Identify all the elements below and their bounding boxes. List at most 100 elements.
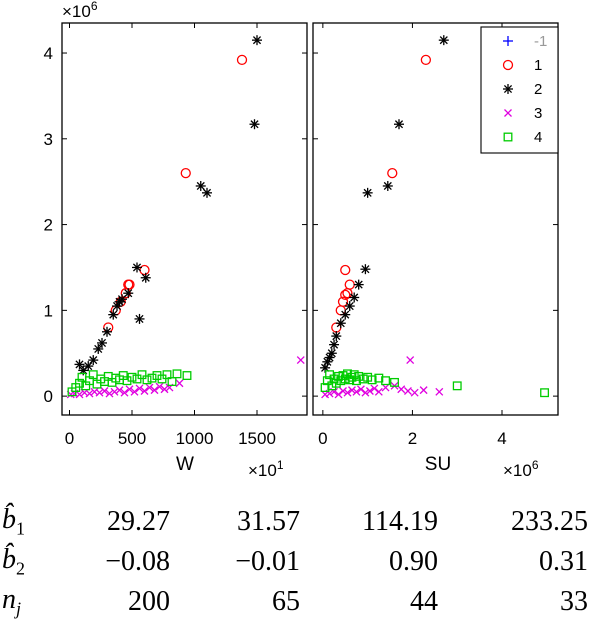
- w-point-series-3: [155, 382, 164, 391]
- su-point-series-3: [381, 383, 390, 392]
- w-point-series-4: [127, 372, 137, 382]
- x-tick-label: 1000: [176, 429, 214, 448]
- x-tick-label: 0: [65, 429, 74, 448]
- cell: 200: [128, 586, 170, 617]
- legend: -1 1 2 3 4: [480, 26, 559, 154]
- su-point-series-4: [320, 383, 330, 393]
- w-point-series-4: [172, 369, 182, 379]
- w-point-series-4: [147, 373, 157, 383]
- w-point-series-3: [95, 388, 104, 397]
- su-point-series-4: [322, 376, 332, 386]
- cell: −0.01: [235, 546, 300, 577]
- w-point-series-2: [123, 288, 134, 299]
- panel-su-points: [320, 35, 550, 399]
- y-multiplier-label: ×106: [62, 0, 98, 21]
- row-label-b2: b̂2: [2, 544, 25, 579]
- w-point-series-3: [145, 383, 154, 392]
- su-point-series-1: [420, 54, 432, 66]
- w-point-series-4: [75, 378, 84, 388]
- su-point-series-4: [345, 375, 355, 385]
- w-point-series-2: [97, 337, 107, 348]
- estimates-table: b̂1 29.27 31.57 114.19 233.25 b̂2 −0.08 …: [0, 502, 588, 622]
- row-label-nj: nj: [2, 584, 22, 619]
- cell: 65: [272, 586, 300, 617]
- table-row: b̂2 −0.08 −0.01 0.90 0.31: [0, 542, 588, 582]
- su-point-series-2: [331, 331, 342, 342]
- w-point-series-4: [162, 370, 172, 380]
- su-point-series-3: [374, 387, 383, 396]
- w-point-series-2: [140, 272, 151, 283]
- su-point-series-3: [352, 387, 361, 396]
- w-point-series-2: [93, 343, 104, 354]
- su-point-series-4: [327, 381, 337, 391]
- w-point-series-2: [83, 361, 94, 372]
- w-point-series-1: [236, 54, 248, 66]
- cell: 29.27: [107, 506, 170, 537]
- su-point-series-1: [387, 167, 398, 179]
- x-tick-label: 2: [408, 429, 417, 448]
- w-point-series-4: [167, 377, 177, 386]
- w-point-series-3: [120, 388, 129, 397]
- w-point-series-2: [117, 294, 127, 305]
- su-point-series-3: [410, 388, 419, 397]
- scatter-figure: ×106 0 500 1000 1500 0 1 2 3 4 W ×101 0 2 4 SU ×10…: [44, 0, 559, 480]
- cell: 233.25: [511, 506, 588, 537]
- legend-marker-3: [504, 109, 512, 117]
- table-row: nj 200 65 44 33: [0, 582, 588, 622]
- su-point-series-2: [382, 180, 393, 191]
- w-point-series-3: [130, 387, 139, 396]
- su-point-series-1: [340, 289, 351, 301]
- su-point-series-3: [397, 385, 406, 394]
- cell: 31.57: [237, 506, 300, 537]
- su-point-series-2: [349, 292, 360, 303]
- w-point-series-3: [140, 387, 149, 395]
- cell: −0.08: [105, 546, 170, 577]
- su-point-series-3: [334, 390, 343, 399]
- w-point-series-2: [102, 326, 112, 337]
- cell: 44: [410, 586, 438, 617]
- panel-w-x-multiplier: ×101: [248, 458, 284, 480]
- w-point-series-3: [110, 387, 119, 396]
- legend-label: 3: [534, 105, 542, 122]
- panel-su-xlabel: SU: [425, 454, 451, 475]
- legend-label: 4: [534, 129, 542, 146]
- legend-label: 1: [534, 57, 542, 74]
- cell: 0.90: [389, 546, 438, 577]
- w-point-series-2: [195, 180, 206, 191]
- su-point-series-4: [349, 370, 359, 380]
- su-point-series-3: [343, 388, 352, 397]
- y-tick-label: 2: [44, 216, 53, 235]
- legend-marker--1: [503, 36, 513, 46]
- su-point-series-4: [374, 373, 384, 383]
- w-point-series-1: [124, 279, 135, 290]
- legend-marker-4: [503, 132, 513, 142]
- su-point-series-3: [403, 387, 412, 395]
- w-point-series-2: [132, 262, 142, 273]
- su-point-series-3: [339, 387, 347, 395]
- w-point-series-2: [88, 355, 99, 366]
- su-point-series-2: [362, 187, 373, 198]
- w-point-series-3: [105, 389, 114, 398]
- su-point-series-4: [367, 375, 377, 385]
- w-point-series-1: [180, 167, 191, 179]
- su-point-series-2: [344, 301, 355, 312]
- panel-w-points: [66, 35, 305, 399]
- su-point-series-2: [393, 119, 404, 130]
- w-point-series-3: [296, 356, 305, 365]
- w-point-series-3: [135, 384, 144, 393]
- su-point-series-2: [326, 348, 337, 359]
- su-point-series-3: [435, 387, 444, 396]
- su-point-series-2: [340, 309, 351, 320]
- row-label-b1: b̂1: [2, 504, 25, 539]
- legend-marker-1: [502, 59, 514, 71]
- su-point-series-4: [452, 381, 462, 391]
- su-point-series-4: [381, 376, 391, 386]
- y-tick-label: 4: [44, 44, 53, 63]
- w-point-series-2: [252, 35, 262, 46]
- y-tick-label: 3: [44, 130, 53, 149]
- su-point-series-3: [406, 356, 415, 365]
- su-point-series-4: [354, 371, 364, 381]
- su-point-series-3: [361, 388, 370, 397]
- x-tick-label: 0: [318, 429, 327, 448]
- w-point-series-3: [100, 387, 109, 395]
